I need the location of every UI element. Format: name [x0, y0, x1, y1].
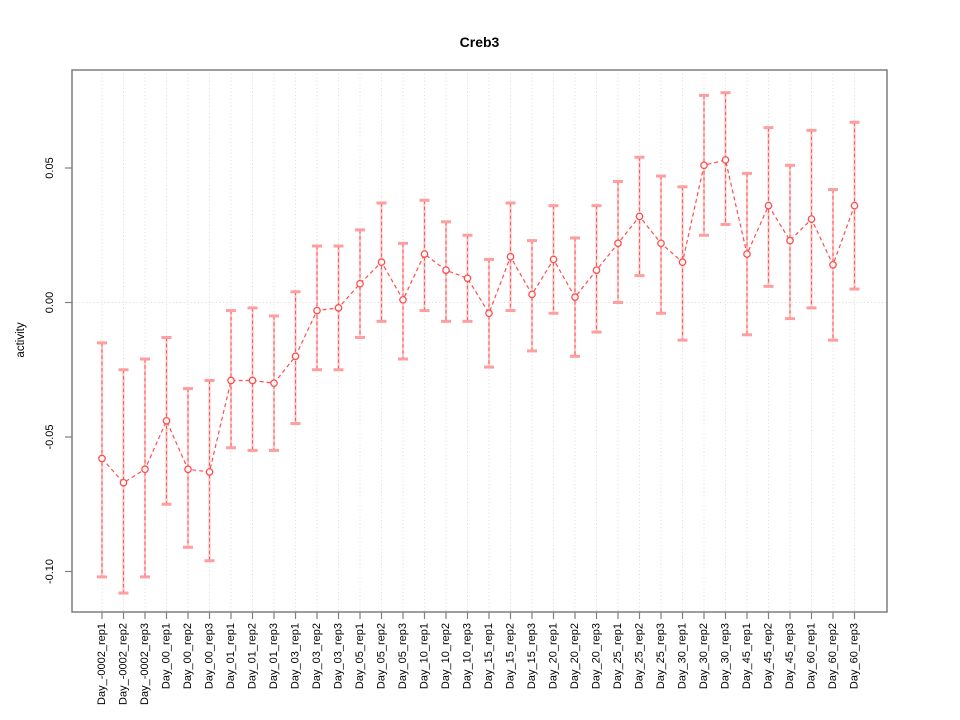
data-point — [592, 266, 601, 275]
data-point — [463, 274, 472, 283]
x-tick-label: Day_20_rep3 — [591, 623, 603, 689]
x-tick-label: Day_15_rep1 — [483, 623, 495, 689]
x-tick-label: Day_60_rep1 — [806, 623, 818, 689]
data-point — [721, 156, 730, 164]
x-tick-label: Day_-0002_rep1 — [96, 623, 108, 705]
x-tick-label: Day_-0002_rep3 — [139, 623, 151, 705]
x-tick-label: Day_03_rep2 — [311, 623, 323, 689]
data-point — [700, 161, 708, 170]
x-tick-label: Day_01_rep3 — [268, 623, 280, 689]
y-tick-label: -0.10 — [44, 559, 56, 584]
data-point — [399, 295, 407, 304]
data-point — [227, 376, 235, 385]
x-tick-label: Day_25_rep1 — [612, 623, 624, 689]
x-tick-label: Day_15_rep2 — [505, 623, 517, 689]
data-point — [850, 201, 859, 210]
x-tick-label: Day_05_rep1 — [354, 623, 366, 689]
x-tick-label: Day_45_rep1 — [741, 623, 753, 689]
x-tick-label: Day_-0002_rep2 — [118, 623, 130, 705]
data-point — [270, 379, 278, 388]
data-point — [141, 465, 149, 474]
data-point — [313, 306, 321, 315]
data-point — [807, 215, 816, 223]
x-tick-label: Day_10_rep1 — [419, 623, 431, 689]
y-tick-label: 0.05 — [44, 157, 56, 178]
data-point — [162, 417, 171, 425]
data-point — [119, 478, 128, 487]
data-point — [635, 212, 644, 221]
x-tick-label: Day_30_rep3 — [720, 623, 732, 689]
y-tick-label: 0.00 — [44, 292, 56, 313]
x-tick-label: Day_05_rep2 — [376, 623, 388, 689]
x-tick-label: Day_30_rep1 — [677, 623, 689, 689]
chart-title: Creb3 — [459, 34, 500, 50]
x-tick-label: Day_20_rep2 — [569, 623, 581, 689]
data-point — [377, 258, 386, 266]
x-tick-label: Day_60_rep3 — [849, 623, 861, 689]
x-tick-label: Day_20_rep1 — [548, 623, 560, 689]
data-point — [98, 454, 106, 463]
y-tick-label: -0.05 — [44, 424, 56, 449]
data-point — [356, 279, 364, 288]
x-tick-label: Day_30_rep2 — [698, 623, 710, 689]
data-point — [485, 309, 493, 318]
data-point — [786, 236, 794, 245]
data-point — [334, 304, 343, 312]
data-point — [571, 293, 579, 301]
x-tick-label: Day_00_rep1 — [161, 623, 173, 689]
data-point — [528, 290, 536, 299]
data-point — [678, 258, 687, 266]
x-tick-label: Day_01_rep1 — [225, 623, 237, 689]
x-tick-label: Day_45_rep3 — [784, 623, 796, 689]
x-tick-label: Day_05_rep3 — [397, 623, 409, 689]
x-tick-label: Day_03_rep1 — [290, 623, 302, 689]
x-tick-label: Day_10_rep3 — [462, 623, 474, 689]
data-point — [291, 352, 300, 361]
data-point — [614, 239, 622, 248]
data-point — [506, 252, 515, 261]
x-tick-label: Day_00_rep3 — [204, 623, 216, 689]
x-tick-label: Day_10_rep2 — [440, 623, 452, 689]
data-point — [549, 255, 558, 264]
x-tick-label: Day_60_rep2 — [827, 623, 839, 689]
x-tick-label: Day_01_rep2 — [247, 623, 259, 689]
x-tick-label: Day_25_rep2 — [634, 623, 646, 689]
data-point — [829, 260, 837, 269]
data-point — [442, 266, 450, 275]
x-tick-label: Day_15_rep3 — [526, 623, 538, 689]
x-tick-label: Day_03_rep3 — [333, 623, 345, 689]
data-point — [743, 250, 751, 258]
data-point — [205, 468, 214, 476]
x-tick-label: Day_25_rep3 — [655, 623, 667, 689]
plot-border — [71, 69, 888, 613]
data-point — [764, 201, 773, 210]
data-point — [248, 376, 257, 385]
data-point — [657, 239, 665, 248]
x-tick-label: Day_00_rep2 — [182, 623, 194, 689]
data-point — [184, 465, 192, 474]
x-tick-label: Day_45_rep2 — [763, 623, 775, 689]
series-line — [101, 159, 856, 484]
data-point — [420, 250, 429, 258]
